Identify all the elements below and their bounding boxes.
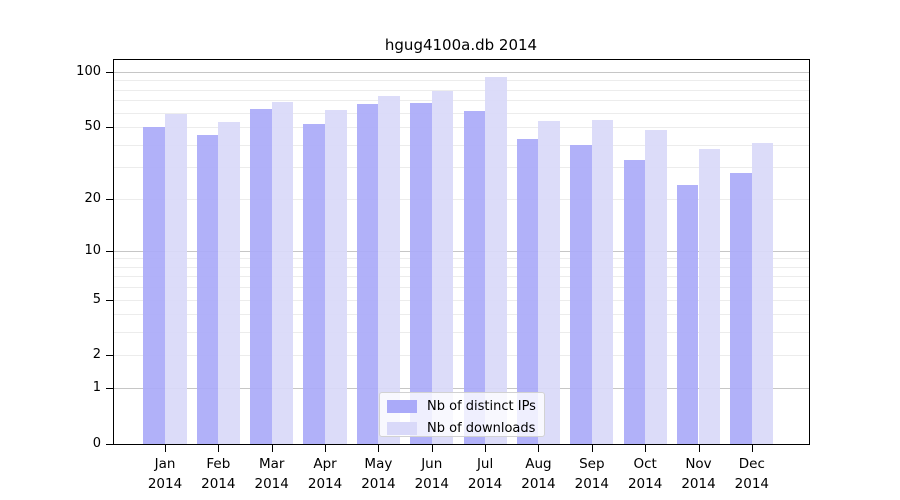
legend-item-downloads: Nb of downloads: [387, 418, 544, 438]
bar-downloads-aug: [538, 120, 561, 444]
x-label-apr: Apr 2014: [307, 456, 343, 492]
x-tick-mar: [271, 445, 273, 452]
bar-distinct-ips-mar: [250, 108, 272, 444]
bar-downloads-sep: [591, 119, 614, 444]
y-label-50: 50: [84, 119, 101, 135]
x-tick-feb: [218, 445, 220, 452]
bar-downloads-jun: [431, 90, 454, 444]
x-label-jun: Jun 2014: [414, 456, 449, 492]
y-tick-5: [106, 299, 113, 301]
bar-downloads-nov: [698, 148, 721, 444]
x-tick-nov: [698, 445, 700, 452]
x-label-oct: Oct 2014: [627, 456, 663, 492]
x-label-mar: Mar 2014: [254, 456, 289, 492]
gridline-minor: [114, 314, 809, 316]
gridline-minor: [114, 144, 809, 146]
x-tick-may: [378, 445, 380, 452]
y-tick-1: [106, 388, 113, 390]
y-label-1: 1: [92, 380, 101, 396]
y-tick-100: [106, 72, 113, 73]
bar-distinct-ips-may: [356, 103, 379, 444]
x-label-may: May 2014: [361, 456, 396, 492]
x-label-feb: Feb 2014: [201, 456, 236, 492]
bar-downloads-apr: [325, 110, 347, 444]
gridline-minor: [114, 100, 809, 102]
bar-downloads-mar: [271, 101, 294, 444]
x-label-aug: Aug 2014: [521, 456, 556, 492]
x-tick-jan: [165, 445, 166, 452]
gridline-major: [114, 72, 809, 73]
y-label-100: 100: [76, 64, 101, 79]
y-label-20: 20: [84, 190, 101, 206]
legend-label-downloads: Nb of downloads: [427, 420, 536, 436]
x-tick-aug: [538, 445, 540, 452]
x-tick-jul: [485, 445, 487, 452]
bar-distinct-ips-jan: [143, 127, 165, 444]
bar-distinct-ips-feb: [196, 135, 219, 444]
bar-distinct-ips-jul: [463, 111, 486, 444]
bar-distinct-ips-apr: [303, 123, 326, 444]
gridline-minor: [114, 266, 809, 268]
gridline-minor: [114, 198, 809, 200]
bar-downloads-jul: [485, 76, 507, 444]
bar-downloads-jan: [165, 113, 187, 444]
x-tick-oct: [645, 445, 647, 452]
bar-downloads-dec: [751, 142, 774, 444]
bar-downloads-may: [378, 95, 400, 444]
bar-distinct-ips-sep: [570, 144, 592, 444]
gridline-minor: [114, 276, 809, 278]
legend-swatch-distinct-ips: [387, 399, 417, 413]
x-tick-dec: [751, 445, 753, 452]
x-tick-jun: [431, 445, 433, 452]
y-tick-50: [106, 127, 113, 129]
gridline-minor: [114, 89, 809, 91]
x-label-nov: Nov 2014: [681, 456, 716, 492]
gridline-minor: [114, 112, 809, 114]
bar-downloads-feb: [218, 122, 240, 444]
bar-distinct-ips-oct: [623, 159, 646, 444]
x-label-jul: Jul 2014: [467, 456, 503, 492]
y-tick-0: [106, 444, 113, 445]
bar-distinct-ips-aug: [516, 138, 539, 444]
gridline-minor: [114, 355, 809, 357]
x-label-sep: Sep 2014: [574, 456, 609, 492]
y-label-10: 10: [84, 242, 101, 258]
gridline-minor: [114, 287, 809, 289]
y-label-5: 5: [92, 291, 101, 307]
y-label-0: 0: [92, 436, 101, 451]
x-label-jan: Jan 2014: [147, 456, 183, 492]
gridline-minor: [114, 127, 809, 129]
chart-title: hgug4100a.db 2014: [384, 36, 538, 54]
legend-swatch-downloads: [387, 421, 417, 435]
gridline-major: [114, 388, 809, 390]
y-label-2: 2: [92, 347, 101, 363]
legend-label-distinct-ips: Nb of distinct IPs: [427, 398, 536, 414]
x-tick-apr: [325, 445, 327, 452]
bar-distinct-ips-dec: [730, 172, 752, 444]
gridline-minor: [114, 258, 809, 260]
legend: Nb of distinct IPs Nb of downloads: [379, 392, 545, 437]
gridline-minor: [114, 167, 809, 169]
y-tick-2: [106, 355, 113, 357]
gridline-minor: [114, 299, 809, 301]
gridline-minor: [114, 332, 809, 334]
x-label-dec: Dec 2014: [734, 456, 770, 492]
gridline-major: [114, 250, 809, 252]
y-tick-20: [106, 198, 113, 200]
gridline-minor: [114, 80, 809, 82]
bar-distinct-ips-nov: [676, 184, 699, 444]
legend-item-distinct-ips: Nb of distinct IPs: [387, 396, 544, 416]
y-tick-10: [106, 250, 113, 252]
x-tick-sep: [591, 445, 593, 452]
bar-downloads-oct: [645, 130, 667, 444]
bar-distinct-ips-jun: [410, 102, 432, 444]
